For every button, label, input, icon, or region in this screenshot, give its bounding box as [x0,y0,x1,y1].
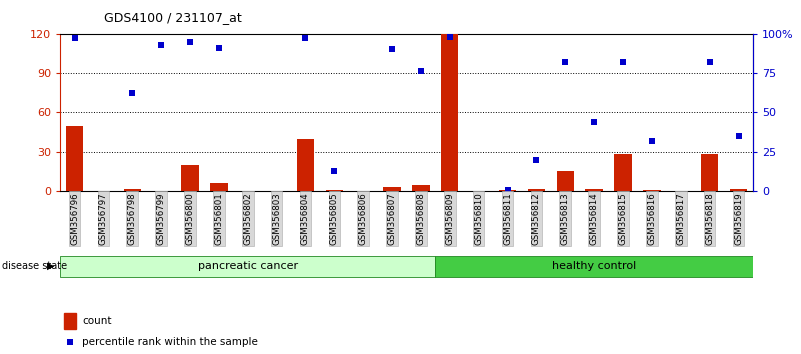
Point [444,34,457,40]
Point [328,168,340,173]
Text: GSM356814: GSM356814 [590,192,598,245]
Text: GSM356810: GSM356810 [474,192,483,245]
Point [183,39,196,44]
Bar [701,154,718,191]
Text: GSM356813: GSM356813 [561,192,570,245]
Bar [441,34,458,191]
Text: GSM356811: GSM356811 [503,192,512,245]
Bar [63,313,76,329]
Point [126,91,139,96]
Bar [413,184,429,191]
Bar [614,154,632,191]
Text: GSM356798: GSM356798 [127,192,137,245]
Point [732,133,745,139]
Bar [297,139,314,191]
Text: GSM356816: GSM356816 [647,192,656,245]
Bar [123,189,141,191]
Text: pancreatic cancer: pancreatic cancer [198,261,298,272]
Point [530,157,543,162]
Bar [181,165,199,191]
Bar [557,171,574,191]
Text: GSM356801: GSM356801 [215,192,223,245]
Text: GSM356804: GSM356804 [301,192,310,245]
Text: ▶: ▶ [47,261,54,271]
Bar [528,189,545,191]
Point [212,45,225,51]
Text: GSM356817: GSM356817 [676,192,686,245]
Bar [730,189,747,191]
Text: GSM356808: GSM356808 [417,192,425,245]
Text: GSM356803: GSM356803 [272,192,281,245]
Text: healthy control: healthy control [552,261,636,272]
Point [155,42,167,47]
Point [703,59,716,65]
Bar [326,190,343,191]
Text: GSM356805: GSM356805 [330,192,339,245]
Text: GSM356818: GSM356818 [705,192,714,245]
Bar [384,187,400,191]
Text: percentile rank within the sample: percentile rank within the sample [83,337,258,348]
Bar [586,189,603,191]
Text: GSM356799: GSM356799 [157,192,166,245]
Text: GSM356807: GSM356807 [388,192,396,245]
Text: GSM356806: GSM356806 [359,192,368,245]
Bar [499,190,516,191]
Text: GSM356819: GSM356819 [734,192,743,245]
Point [559,59,572,65]
Bar [210,183,227,191]
Point [299,35,312,41]
Point [646,138,658,144]
Point [588,119,601,125]
Point [501,187,514,193]
Bar [66,126,83,191]
Text: count: count [83,316,112,326]
Text: GSM356796: GSM356796 [70,192,79,245]
Bar [643,190,661,191]
Point [489,224,501,229]
Text: GSM356802: GSM356802 [244,192,252,245]
Text: GDS4100 / 231107_at: GDS4100 / 231107_at [104,11,242,24]
FancyBboxPatch shape [60,256,436,277]
Point [415,69,428,74]
FancyBboxPatch shape [436,256,753,277]
Text: GSM356800: GSM356800 [186,192,195,245]
Text: GSM356812: GSM356812 [532,192,541,245]
Point [385,46,398,52]
Text: GSM356797: GSM356797 [99,192,108,245]
Text: GSM356815: GSM356815 [618,192,627,245]
Text: disease state: disease state [2,261,66,271]
Point [68,35,81,41]
Point [617,59,630,65]
Text: GSM356809: GSM356809 [445,192,454,245]
